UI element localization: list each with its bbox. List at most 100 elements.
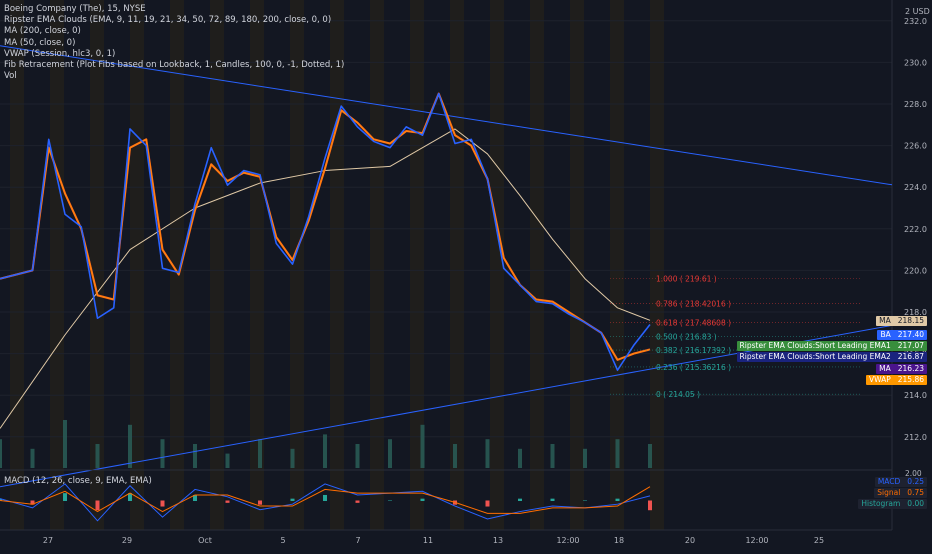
legend-title[interactable]: Boeing Company (The), 15, NYSE: [4, 4, 146, 14]
volume-bar: [388, 439, 392, 468]
histogram-bar: [388, 500, 392, 501]
y-tick-label: 228.0: [904, 100, 927, 109]
x-tick-label: Oct: [198, 536, 212, 545]
session-stripe: [610, 0, 624, 530]
legend-vol[interactable]: Vol: [4, 71, 17, 82]
volume-bar: [453, 444, 457, 468]
volume-bar: [323, 434, 327, 468]
macd-value-badge: Signal 0.75: [874, 488, 927, 498]
session-stripe: [50, 0, 64, 530]
session-stripe: [490, 0, 504, 530]
badge-label: BA: [880, 330, 891, 339]
x-tick-label: 20: [685, 536, 695, 545]
histogram-bar: [30, 500, 35, 505]
badge-label: Histogram: [861, 499, 901, 508]
x-tick-label: 25: [814, 536, 824, 545]
session-stripe: [290, 0, 304, 530]
histogram-bar: [95, 500, 100, 511]
x-tick-label: 5: [280, 536, 285, 545]
session-stripe: [250, 0, 264, 530]
x-tick-label: 12:00: [745, 536, 768, 545]
x-tick-label: 11: [423, 536, 433, 545]
y-tick-label: 222.0: [904, 225, 927, 234]
volume-bar: [225, 453, 230, 468]
indicator-legend: Boeing Company (The), 15, NYSE Ripster E…: [4, 4, 344, 82]
price-badge: Ripster EMA Clouds:Short Leading EMA2 216…: [736, 352, 927, 362]
volume-bar: [550, 444, 555, 468]
fib-label: 0.236 ( 215.36216 ): [656, 363, 731, 372]
legend-fib[interactable]: Fib Retracement (Plot Fibs based on Look…: [4, 60, 345, 71]
badge-label: MACD: [877, 477, 901, 486]
x-tick-label: 7: [355, 536, 360, 545]
histogram-bar: [160, 500, 165, 507]
session-stripe: [90, 0, 104, 530]
histogram-bar: [648, 500, 652, 511]
macd-line: [0, 483, 651, 522]
fib-label: 0 ( 214.05 ): [656, 390, 700, 399]
legend-ma50[interactable]: MA (50, close, 0): [4, 37, 76, 48]
histogram-bar: [323, 494, 327, 501]
histogram-bar: [420, 498, 425, 501]
badge-label: Signal: [877, 488, 901, 497]
y-tick-label: 232.0: [904, 17, 927, 26]
x-tick-label: 13: [493, 536, 503, 545]
macd-legend[interactable]: MACD (12, 26, close, 9, EMA, EMA): [4, 476, 152, 486]
histogram-bar: [290, 498, 295, 501]
macd-value-badge: MACD 0.25: [874, 477, 927, 487]
badge-label: Ripster EMA Clouds:Short Leading EMA2: [739, 352, 891, 361]
x-tick-label: 27: [43, 536, 53, 545]
badge-value: 0.00: [907, 499, 924, 508]
badge-value: 0.25: [907, 477, 924, 486]
fib-label: 0.500 ( 216.83 ): [656, 332, 717, 341]
badge-value: 216.87: [897, 352, 924, 361]
volume-bar: [583, 448, 587, 468]
volume-bar: [615, 439, 620, 468]
fib-levels: 1.000 ( 219.61 ) 0.786 ( 218.42016 ) 0.618…: [610, 275, 860, 399]
histogram-bar: [355, 500, 360, 503]
badge-value: 217.40: [897, 330, 924, 339]
badge-label: Ripster EMA Clouds:Short Leading EMA1: [739, 341, 891, 350]
legend-ripster[interactable]: Ripster EMA Clouds (EMA, 9, 11, 19, 21, …: [4, 15, 332, 26]
session-stripe: [10, 0, 24, 530]
histogram-bar: [193, 494, 197, 501]
price-badge: VWAP 215.86: [865, 375, 927, 385]
histogram-bar: [0, 498, 2, 501]
volume-bar: [648, 444, 652, 468]
volume-bar: [0, 439, 2, 468]
fib-label: 1.000 ( 219.61 ): [656, 275, 717, 284]
histogram-bar: [258, 500, 262, 505]
macd-value-badge: Histogram 0.00: [858, 499, 927, 509]
histogram-bar: [518, 498, 522, 501]
volume-bar: [290, 448, 295, 468]
badge-value: 217.07: [897, 341, 924, 350]
y-tick-label: 214.0: [904, 391, 927, 400]
x-tick-label: 18: [614, 536, 624, 545]
volume-bars: [0, 420, 652, 468]
legend-vwap[interactable]: VWAP (Session, hlc3, 0, 1): [4, 48, 116, 59]
y-tick-label: 220.0: [904, 266, 927, 275]
price-badge: BA 217.40: [877, 330, 927, 340]
y-tick-label: 212.0: [904, 433, 927, 442]
volume-bar: [355, 444, 360, 468]
badge-value: 0.75: [907, 488, 924, 497]
fib-label: 0.382 ( 216.17392 ): [656, 346, 731, 355]
legend-ma200[interactable]: MA (200, close, 0): [4, 26, 81, 37]
x-tick-label: 12:00: [556, 536, 579, 545]
histogram-bar: [583, 500, 587, 501]
price-badge: Ripster EMA Clouds:Short Leading EMA1 217…: [736, 341, 927, 351]
y-tick-label: 226.0: [904, 142, 927, 151]
price-line: [0, 92, 651, 372]
badge-value: 215.86: [897, 375, 924, 384]
x-tick-label: 29: [122, 536, 132, 545]
badge-label: MA: [879, 316, 891, 325]
volume-bar: [160, 439, 165, 468]
y-tick-label: 224.0: [904, 183, 927, 192]
badge-label: VWAP: [868, 375, 891, 384]
y-tick-label: 230.0: [904, 58, 927, 67]
session-stripe: [570, 0, 584, 530]
volume-bar: [518, 448, 522, 468]
volume-bar: [128, 424, 132, 468]
session-stripe: [170, 0, 184, 530]
